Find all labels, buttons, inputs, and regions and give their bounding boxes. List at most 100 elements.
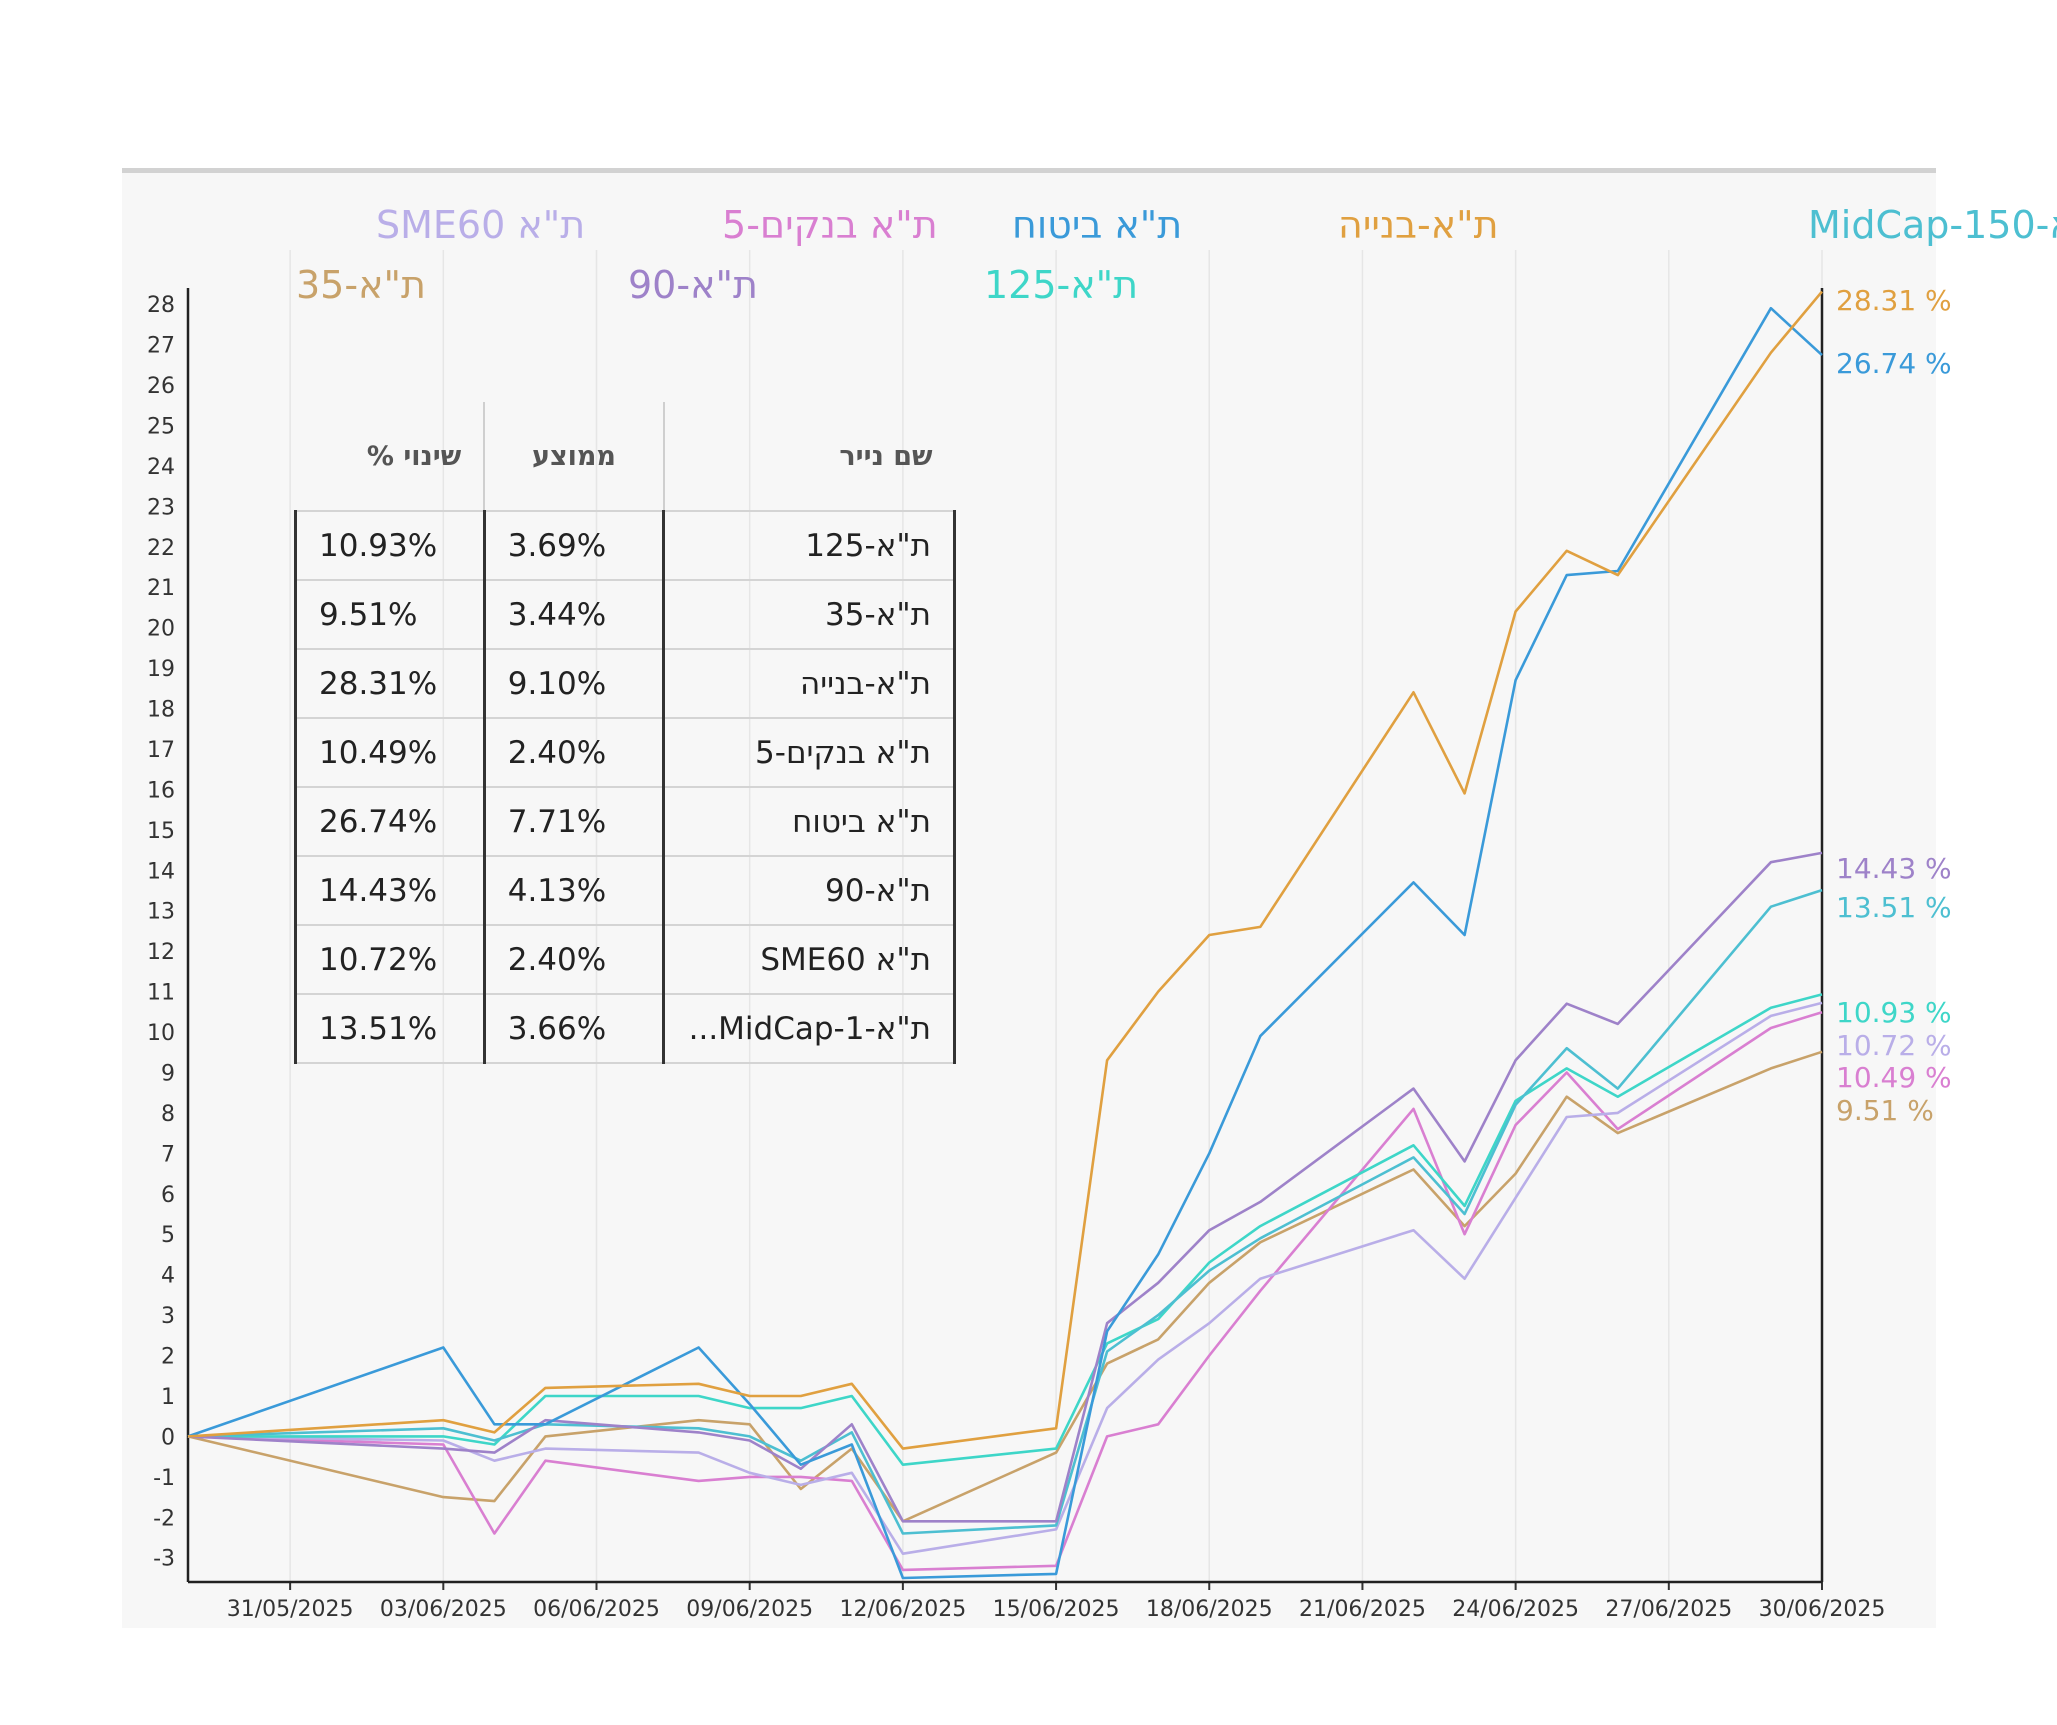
row-average: 3.66%: [482, 993, 664, 1064]
header-name: שם נייר: [662, 402, 955, 511]
x-tick-label: 30/06/2025: [1759, 1597, 1886, 1622]
row-name: ת"א-125: [662, 510, 956, 580]
y-tick-label: 1: [161, 1385, 175, 1410]
y-tick-label: 5: [161, 1223, 175, 1248]
row-change: 28.31%: [294, 648, 485, 718]
x-tick-label: 24/06/2025: [1452, 1597, 1579, 1622]
legend-item: ת"א ביטוח: [1012, 203, 1182, 247]
row-average: 3.69%: [482, 510, 664, 580]
header-change: שינוי %: [366, 440, 462, 472]
end-labels: 28.31 % 26.74 % 14.43 % 13.51 % 10.93 %10.72…: [1836, 284, 1952, 1127]
y-tick-label: 19: [147, 657, 175, 682]
row-name: ת"א SME60: [662, 924, 956, 994]
row-name: ת"א-90: [662, 855, 956, 925]
series-line: [187, 888, 1823, 1535]
row-change: 9.51%: [294, 579, 485, 649]
table-row[interactable]: ת"א-125 3.69% 10.93%: [294, 510, 956, 580]
row-name: ת"א-בנייה: [662, 648, 956, 718]
series-line: [187, 1010, 1823, 1572]
series-lines: [187, 290, 1823, 1580]
y-tick-label: -3: [153, 1547, 175, 1572]
series-line: [187, 851, 1823, 1523]
axes: [186, 288, 1824, 1590]
table-row[interactable]: ת"א SME60 2.40% 10.72%: [294, 924, 956, 994]
series-end-label: 14.43 %: [1836, 852, 1952, 885]
series-end-label: 13.51 %: [1836, 891, 1952, 924]
stats-table: שם נייר ממוצע שינוי % ת"א-125 3.69% 10.9…: [294, 402, 956, 1064]
row-change: 10.72%: [294, 924, 485, 994]
row-name: ת"א בנקים-5: [662, 717, 956, 787]
y-tick-label: 21: [147, 576, 175, 601]
y-tick-label: 7: [161, 1142, 175, 1167]
y-tick-label: 26: [147, 374, 175, 399]
x-tick-label: 03/06/2025: [380, 1597, 507, 1622]
x-tick-label: 12/06/2025: [839, 1597, 966, 1622]
row-average: 3.44%: [482, 579, 664, 649]
row-change: 26.74%: [294, 786, 485, 856]
y-tick-label: 2: [161, 1345, 175, 1370]
y-tick-label: 6: [161, 1183, 175, 1208]
row-average: 7.71%: [482, 786, 664, 856]
series-end-label: 10.72 %: [1836, 1029, 1952, 1062]
y-tick-label: 17: [147, 738, 175, 763]
y-tick-label: 22: [147, 536, 175, 561]
series-end-label: 9.51 %: [1836, 1094, 1934, 1127]
y-tick-label: 25: [147, 414, 175, 439]
legend-item: ת"א-בנייה: [1338, 203, 1499, 247]
table-row[interactable]: ת"א-בנייה 9.10% 28.31%: [294, 648, 956, 718]
y-tick-label: 10: [147, 1021, 175, 1046]
series-end-label: 26.74 %: [1836, 347, 1952, 380]
legend-item: ת"א-MidCap-150: [1808, 203, 2057, 247]
y-tick-label: 28: [147, 293, 175, 318]
row-name: ת"א-MidCap-1...: [662, 993, 956, 1064]
x-tick-label: 31/05/2025: [227, 1597, 354, 1622]
legend-item: ת"א-125: [984, 263, 1138, 307]
y-tick-label: 20: [147, 617, 175, 642]
row-change: 13.51%: [294, 993, 485, 1064]
row-name: ת"א ביטוח: [662, 786, 956, 856]
y-tick-label: 16: [147, 778, 175, 803]
y-tick-label: -2: [153, 1506, 175, 1531]
y-tick-label: 24: [147, 455, 175, 480]
y-tick-label: 27: [147, 334, 175, 359]
y-tick-label: 13: [147, 900, 175, 925]
row-change: 10.93%: [294, 510, 485, 580]
y-tick-label: 3: [161, 1304, 175, 1329]
y-tick-label: 0: [161, 1425, 175, 1450]
table-row[interactable]: ת"א-35 3.44% 9.51%: [294, 579, 956, 649]
table-header-row: שם נייר ממוצע שינוי %: [296, 402, 955, 511]
row-average: 9.10%: [482, 648, 664, 718]
table-row[interactable]: ת"א-90 4.13% 14.43%: [294, 855, 956, 925]
row-average: 2.40%: [482, 717, 664, 787]
row-change: 10.49%: [294, 717, 485, 787]
table-row[interactable]: ת"א-MidCap-1... 3.66% 13.51%: [294, 993, 956, 1064]
series-line: [187, 306, 1823, 1580]
series-end-label: 10.93 %: [1836, 996, 1952, 1029]
series-end-label: 10.49 %: [1836, 1061, 1952, 1094]
x-axis-ticks: 31/05/2025 03/06/2025 06/06/2025 09/06/2025…: [227, 1597, 1886, 1622]
series-line: [187, 290, 1823, 1450]
y-tick-label: 4: [161, 1264, 175, 1289]
y-tick-label: 23: [147, 495, 175, 520]
y-tick-label: 9: [161, 1061, 175, 1086]
y-tick-label: 18: [147, 698, 175, 723]
row-average: 4.13%: [482, 855, 664, 925]
y-tick-label: 15: [147, 819, 175, 844]
x-tick-label: 09/06/2025: [686, 1597, 813, 1622]
series-line: [187, 1001, 1823, 1555]
row-change: 14.43%: [294, 855, 485, 925]
y-tick-label: -1: [153, 1466, 175, 1491]
series-line: [188, 993, 1823, 1466]
x-tick-label: 06/06/2025: [533, 1597, 660, 1622]
x-tick-label: 21/06/2025: [1299, 1597, 1426, 1622]
row-name: ת"א-35: [662, 579, 956, 649]
y-axis-ticks: 2827262524232221201918171615141312111098…: [147, 293, 175, 1572]
row-average: 2.40%: [482, 924, 664, 994]
legend-item: ת"א בנקים-5: [722, 203, 938, 247]
x-tick-label: 15/06/2025: [993, 1597, 1120, 1622]
table-row[interactable]: ת"א ביטוח 7.71% 26.74%: [294, 786, 956, 856]
legend-item: ת"א-90: [628, 263, 758, 307]
y-tick-label: 8: [161, 1102, 175, 1127]
table-row[interactable]: ת"א בנקים-5 2.40% 10.49%: [294, 717, 956, 787]
y-tick-label: 12: [147, 940, 175, 965]
